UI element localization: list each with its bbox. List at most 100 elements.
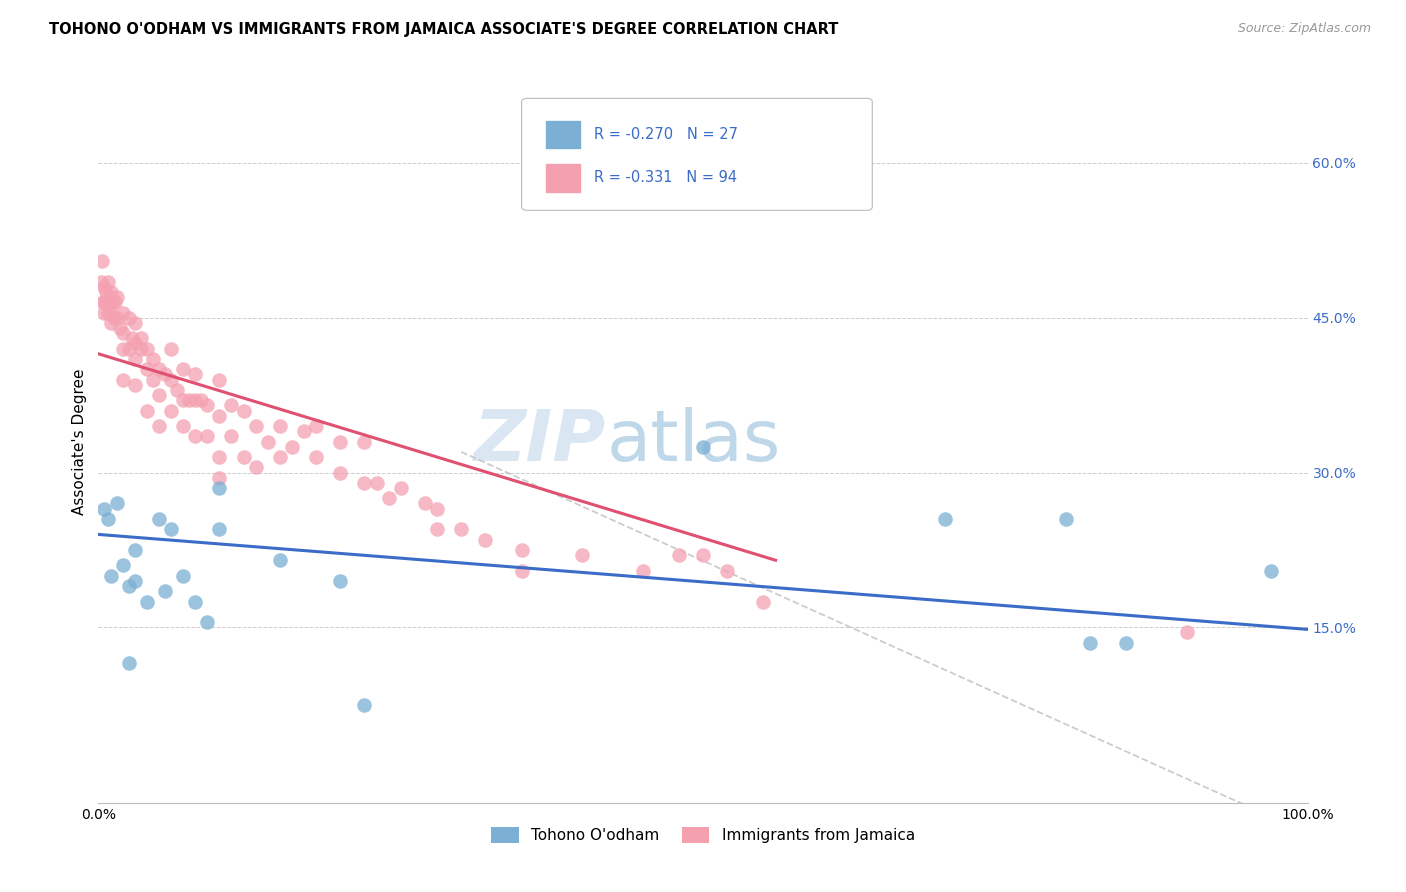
Point (118, 657, 141, 671)
Point (195, 615, 218, 630)
Point (105, 496, 128, 510)
Point (305, 450, 328, 464)
Point (1115, 636, 1137, 650)
Point (93, 501, 115, 516)
Text: ZIP: ZIP (474, 407, 606, 476)
Point (1054, 512, 1077, 526)
Point (571, 548, 593, 562)
Point (160, 373, 183, 387)
Point (208, 450, 231, 464)
Point (353, 434, 375, 449)
Point (94, 285, 117, 299)
Point (208, 481, 231, 495)
Point (124, 336, 146, 351)
Point (510, 564, 533, 578)
Point (111, 342, 134, 356)
Point (426, 522, 449, 536)
Point (153, 584, 176, 599)
Point (111, 326, 134, 341)
Point (108, 321, 131, 335)
Point (510, 542, 533, 557)
Point (934, 512, 956, 526)
Point (179, 393, 201, 408)
Point (111, 558, 134, 573)
Point (668, 548, 690, 562)
Point (195, 429, 218, 443)
Point (101, 295, 124, 310)
Point (450, 522, 472, 536)
Point (221, 398, 243, 412)
Point (172, 362, 194, 376)
Point (124, 377, 146, 392)
Point (97, 275, 120, 289)
Point (208, 373, 231, 387)
Point (190, 393, 212, 408)
Point (166, 383, 188, 397)
Text: TOHONO O'ODHAM VS IMMIGRANTS FROM JAMAICA ASSOCIATE'S DEGREE CORRELATION CHART: TOHONO O'ODHAM VS IMMIGRANTS FROM JAMAIC… (49, 22, 838, 37)
Point (96, 295, 118, 310)
Point (129, 342, 152, 356)
Point (124, 316, 146, 330)
Point (208, 471, 231, 485)
Point (752, 594, 775, 608)
Point (135, 403, 157, 417)
Point (148, 362, 170, 376)
Point (184, 393, 207, 408)
Point (153, 368, 176, 382)
Point (172, 393, 194, 408)
Point (329, 574, 352, 588)
FancyBboxPatch shape (546, 120, 579, 148)
Point (135, 594, 157, 608)
Point (104, 295, 127, 310)
Point (129, 331, 152, 345)
Point (208, 409, 231, 423)
Point (353, 698, 375, 712)
Point (118, 579, 141, 593)
Point (269, 553, 291, 567)
Point (124, 574, 146, 588)
Point (124, 351, 146, 366)
Point (148, 419, 170, 434)
Text: R = -0.331   N = 94: R = -0.331 N = 94 (595, 170, 737, 186)
Point (100, 568, 122, 582)
Point (105, 310, 128, 325)
Point (148, 512, 170, 526)
Point (692, 440, 714, 454)
Point (111, 305, 134, 319)
Point (631, 564, 654, 578)
Point (100, 285, 122, 299)
Point (118, 310, 141, 325)
Point (1175, 625, 1198, 640)
Point (269, 419, 291, 434)
Point (413, 496, 436, 510)
Point (245, 419, 267, 434)
Point (91, 295, 114, 310)
Point (142, 351, 165, 366)
Point (135, 342, 157, 356)
Point (716, 564, 738, 578)
Point (353, 475, 375, 490)
Point (245, 460, 267, 475)
Point (232, 450, 254, 464)
Point (269, 450, 291, 464)
FancyBboxPatch shape (522, 98, 872, 211)
Point (148, 388, 170, 402)
Point (172, 568, 194, 582)
Point (91, 254, 114, 268)
Point (121, 331, 143, 345)
Point (118, 342, 141, 356)
Point (281, 440, 304, 454)
Point (377, 491, 399, 506)
Point (172, 419, 194, 434)
Point (256, 434, 278, 449)
Point (111, 373, 134, 387)
Point (474, 533, 496, 547)
Point (426, 501, 449, 516)
Point (195, 398, 218, 412)
Point (142, 373, 165, 387)
Point (105, 290, 128, 304)
Point (160, 342, 183, 356)
Point (160, 403, 183, 417)
Y-axis label: Associate's Degree: Associate's Degree (72, 368, 87, 515)
Point (93, 279, 115, 293)
